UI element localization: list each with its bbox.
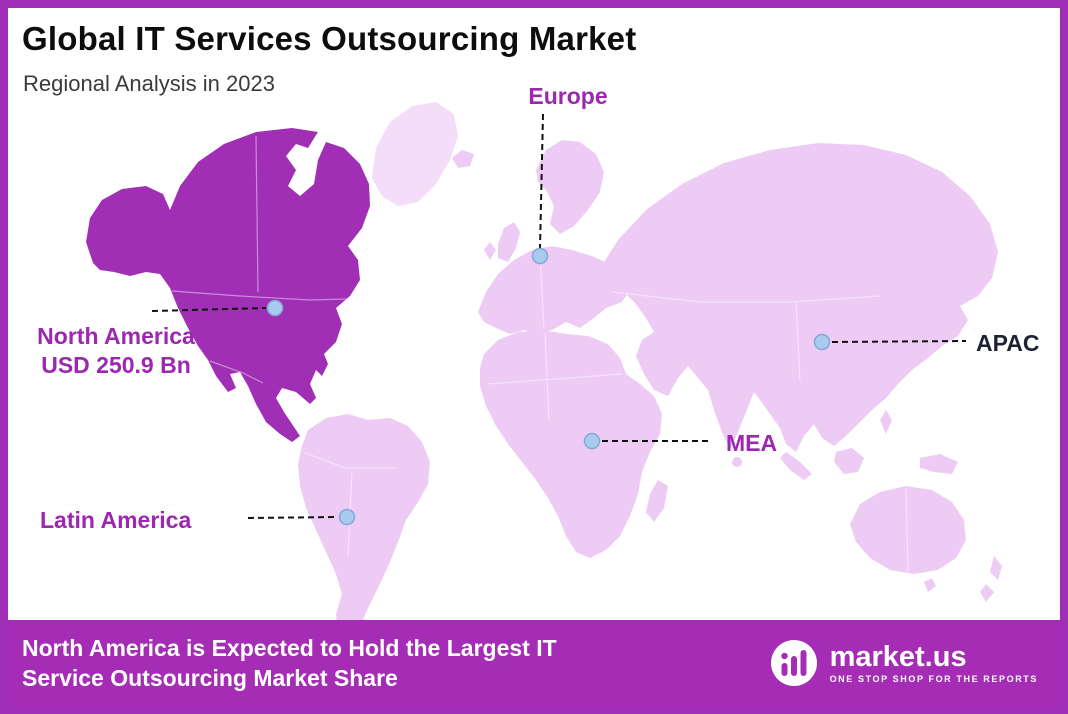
region-papua xyxy=(920,454,958,474)
market-us-logo-icon xyxy=(770,640,817,686)
region-philippines xyxy=(880,410,892,434)
latin-america-leader-line xyxy=(247,516,338,519)
region-asia xyxy=(598,143,998,452)
region-europe xyxy=(478,246,630,334)
mea-label: MEA xyxy=(726,430,778,456)
region-uk xyxy=(498,222,520,262)
region-africa xyxy=(480,330,662,558)
footer-note: North America is Expected to Hold the La… xyxy=(22,633,557,693)
north-america-label: North America USD 250.9 Bn xyxy=(18,322,214,380)
continents xyxy=(86,102,1002,644)
north-america-name: North America xyxy=(37,323,195,349)
leader-lines xyxy=(151,113,967,519)
page-title: Global IT Services Outsourcing Market xyxy=(22,20,637,57)
region-new-zealand-south xyxy=(980,584,994,602)
latin-america-marker xyxy=(338,508,356,526)
region-north-america xyxy=(86,128,370,442)
region-borneo xyxy=(834,448,864,474)
region-south-america xyxy=(298,414,430,644)
brand-block: market.us ONE STOP SHOP FOR THE REPORTS xyxy=(770,639,1038,687)
europe-label: Europe xyxy=(528,83,608,109)
apac-label: APAC xyxy=(976,330,1040,356)
region-ireland xyxy=(484,242,496,260)
apac-leader-line xyxy=(831,340,967,343)
footer-note-line2: Service Outsourcing Market Share xyxy=(22,665,398,691)
region-scandinavia xyxy=(536,140,604,234)
region-japan xyxy=(902,284,926,328)
page-subtitle: Regional Analysis in 2023 xyxy=(23,71,275,96)
apac-marker xyxy=(813,333,831,351)
region-madagascar xyxy=(646,480,668,522)
brand-text: market.us ONE STOP SHOP FOR THE REPORTS xyxy=(830,642,1038,684)
europe-leader-line xyxy=(539,113,544,249)
mea-marker xyxy=(583,432,601,450)
region-new-zealand-north xyxy=(990,556,1002,580)
region-tasmania xyxy=(924,578,936,592)
region-iceland xyxy=(452,150,474,168)
region-sumatra xyxy=(780,452,812,480)
latin-america-label: Latin America xyxy=(40,507,192,533)
europe-marker xyxy=(531,247,549,265)
region-sri-lanka xyxy=(732,457,742,467)
north-america-value: USD 250.9 Bn xyxy=(41,352,191,378)
region-markers xyxy=(266,247,831,526)
brand-name: market.us xyxy=(829,641,967,673)
region-greenland xyxy=(372,102,458,206)
world-map xyxy=(86,102,1002,644)
region-australia xyxy=(850,486,966,574)
north-america-marker xyxy=(266,299,284,317)
footer-banner: North America is Expected to Hold the La… xyxy=(8,620,1060,706)
north-america-leader-line xyxy=(151,307,267,312)
brand-tagline: ONE STOP SHOP FOR THE REPORTS xyxy=(829,674,1038,684)
footer-note-line1: North America is Expected to Hold the La… xyxy=(22,635,557,661)
